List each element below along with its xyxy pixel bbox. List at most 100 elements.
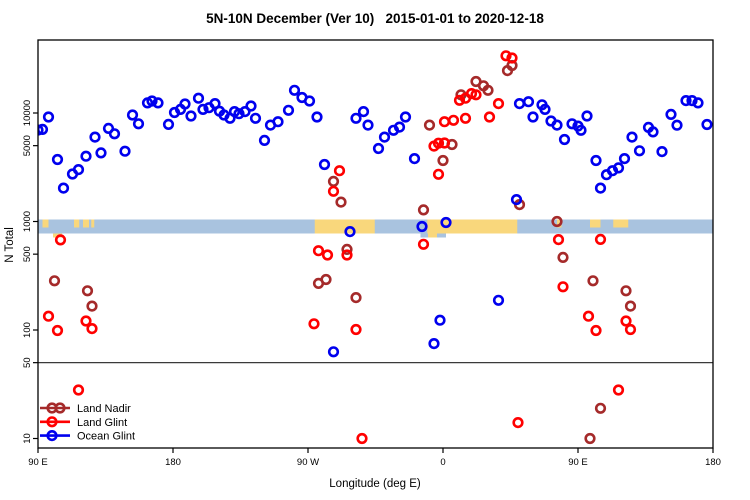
data-point-land-glint bbox=[417, 238, 430, 250]
data-point-land-glint bbox=[54, 234, 67, 246]
data-point-land-glint bbox=[512, 417, 524, 429]
data-point-ocean-glint bbox=[590, 154, 602, 167]
data-point-ocean-glint bbox=[362, 119, 374, 131]
data-point-ocean-glint bbox=[510, 194, 523, 206]
data-point-ocean-glint bbox=[318, 158, 331, 171]
data-point-land-glint bbox=[321, 249, 334, 261]
data-point-land-nadir bbox=[594, 402, 607, 414]
map-band-land bbox=[590, 219, 601, 228]
data-point-ocean-glint bbox=[378, 131, 391, 143]
data-point-land-nadir bbox=[423, 119, 436, 131]
data-point-land-nadir bbox=[350, 292, 362, 304]
y-tick-label: 1000 bbox=[22, 211, 33, 232]
data-point-ocean-glint bbox=[245, 100, 257, 112]
data-point-land-glint bbox=[42, 310, 55, 322]
data-point-ocean-glint bbox=[102, 122, 115, 134]
data-point-ocean-glint bbox=[522, 96, 535, 108]
map-band-land bbox=[42, 219, 49, 228]
data-point-land-glint bbox=[620, 315, 632, 327]
data-point-ocean-glint bbox=[594, 182, 607, 194]
legend-marker bbox=[54, 402, 66, 414]
data-point-ocean-glint bbox=[303, 95, 316, 107]
legend-label: Ocean Glint bbox=[77, 431, 135, 443]
data-point-ocean-glint bbox=[633, 145, 646, 157]
data-point-ocean-glint bbox=[626, 131, 638, 143]
data-point-land-glint bbox=[500, 50, 512, 62]
map-band-land bbox=[74, 219, 80, 228]
data-point-ocean-glint bbox=[527, 111, 539, 123]
data-point-ocean-glint bbox=[692, 97, 704, 109]
data-point-land-glint bbox=[51, 324, 64, 337]
data-point-ocean-glint bbox=[51, 153, 64, 166]
data-point-ocean-glint bbox=[272, 116, 284, 128]
data-point-land-glint bbox=[327, 185, 340, 197]
data-point-land-nadir bbox=[341, 243, 353, 255]
plot-area bbox=[38, 50, 713, 445]
plot-frame bbox=[37, 39, 714, 449]
data-point-ocean-glint bbox=[282, 104, 295, 116]
legend-label: Land Glint bbox=[77, 417, 127, 429]
data-point-ocean-glint bbox=[239, 105, 251, 118]
data-point-ocean-glint bbox=[185, 110, 197, 122]
data-point-land-nadir bbox=[48, 275, 61, 287]
data-point-ocean-glint bbox=[428, 338, 440, 350]
data-point-land-nadir bbox=[587, 275, 599, 287]
data-point-land-glint bbox=[582, 310, 595, 322]
data-point-ocean-glint bbox=[249, 112, 262, 124]
data-point-land-glint bbox=[612, 384, 625, 396]
data-point-land-glint bbox=[594, 233, 607, 245]
x-tick-label: 90 E bbox=[568, 457, 588, 468]
legend-marker bbox=[46, 430, 58, 442]
map-band-land bbox=[83, 219, 89, 228]
data-point-ocean-glint bbox=[492, 294, 505, 306]
x-tick-label: 0 bbox=[440, 457, 445, 468]
data-point-land-nadir bbox=[327, 175, 340, 187]
data-point-land-nadir bbox=[320, 273, 332, 286]
data-point-ocean-glint bbox=[513, 97, 526, 110]
y-tick-label: 10000 bbox=[22, 100, 33, 126]
chart-title: 5N-10N December (Ver 10) 2015-01-01 to 2… bbox=[206, 11, 544, 26]
y-tick-label: 5000 bbox=[22, 135, 33, 156]
data-point-land-glint bbox=[80, 315, 92, 327]
data-point-land-glint bbox=[308, 318, 320, 330]
data-point-land-glint bbox=[312, 245, 325, 257]
data-point-ocean-glint bbox=[192, 92, 205, 104]
data-point-land-glint bbox=[350, 323, 362, 336]
data-point-ocean-glint bbox=[311, 111, 323, 123]
data-point-land-glint bbox=[341, 249, 353, 261]
data-point-ocean-glint bbox=[108, 128, 121, 140]
data-point-land-glint bbox=[492, 97, 505, 110]
data-point-ocean-glint bbox=[197, 103, 209, 115]
data-point-ocean-glint bbox=[566, 118, 578, 130]
data-point-land-nadir bbox=[584, 432, 596, 445]
data-point-ocean-glint bbox=[701, 118, 713, 131]
data-point-ocean-glint bbox=[152, 97, 164, 109]
data-point-ocean-glint bbox=[146, 95, 158, 107]
data-point-land-glint bbox=[432, 168, 445, 180]
legend: Land Nadir Land Glint Ocean Glint bbox=[40, 402, 135, 443]
map-band-land bbox=[613, 219, 629, 228]
data-point-ocean-glint bbox=[551, 119, 563, 131]
data-point-land-glint bbox=[453, 94, 466, 106]
data-point-land-glint bbox=[506, 52, 518, 64]
data-point-ocean-glint bbox=[258, 134, 271, 146]
data-point-land-glint bbox=[552, 234, 565, 246]
data-point-ocean-glint bbox=[399, 111, 412, 123]
data-point-land-nadir bbox=[624, 300, 637, 312]
data-point-ocean-glint bbox=[162, 118, 175, 130]
data-point-land-nadir bbox=[335, 196, 347, 208]
data-point-land-glint bbox=[333, 165, 346, 177]
data-point-ocean-glint bbox=[575, 124, 587, 136]
data-point-ocean-glint bbox=[179, 98, 191, 110]
data-point-ocean-glint bbox=[671, 119, 683, 131]
map-band-ocean bbox=[38, 219, 713, 234]
data-point-ocean-glint bbox=[288, 84, 301, 96]
data-point-land-glint bbox=[356, 432, 368, 445]
legend-marker bbox=[46, 416, 58, 428]
data-point-ocean-glint bbox=[95, 147, 107, 159]
data-point-ocean-glint bbox=[656, 146, 668, 158]
data-point-land-glint bbox=[470, 89, 482, 101]
data-point-ocean-glint bbox=[680, 94, 692, 107]
